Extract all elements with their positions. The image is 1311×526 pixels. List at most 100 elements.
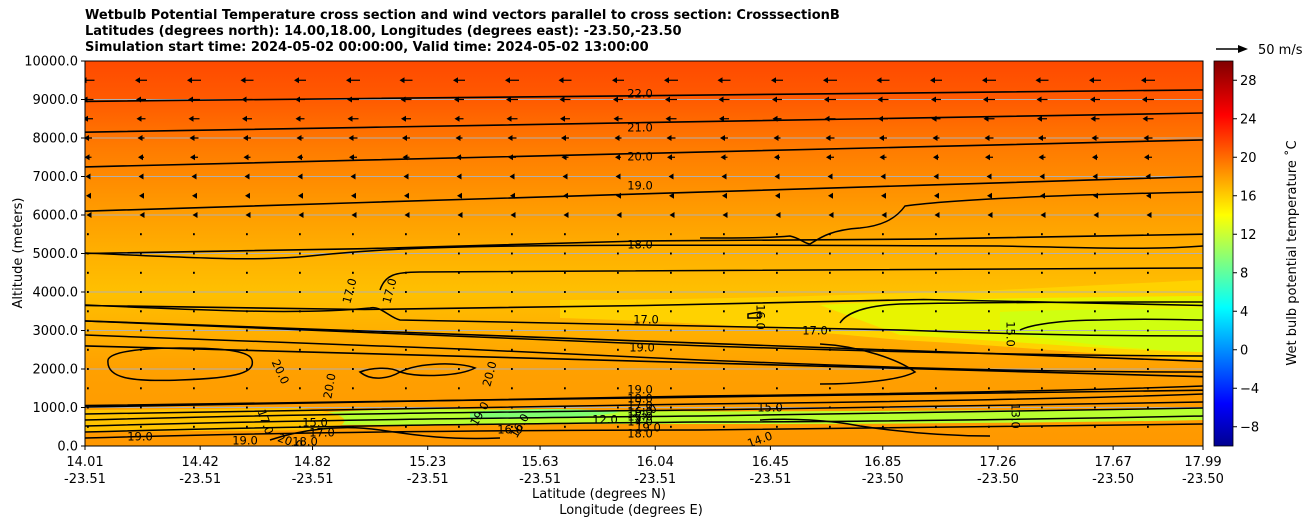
wind-vector (511, 406, 513, 409)
wind-vector (352, 310, 354, 313)
wind-vector (458, 310, 460, 313)
x-tick-label-lon: -23.50 (977, 472, 1019, 487)
wind-vector-head (877, 96, 883, 103)
wind-vector-head (456, 154, 461, 161)
wind-vector (776, 271, 778, 274)
wind-vector-head (138, 154, 143, 161)
wind-vector-head (505, 77, 510, 84)
contour-line (85, 345, 1203, 378)
wind-vector (617, 271, 619, 274)
wind-vector (246, 387, 248, 390)
wind-vector-head (824, 96, 829, 103)
wind-vector (405, 368, 407, 370)
wind-vector (458, 406, 460, 409)
wind-vector-head (506, 96, 511, 103)
wind-vector-head (192, 212, 198, 218)
wind-vector (829, 368, 831, 370)
wind-vector (299, 387, 301, 390)
contour-label: 19.0 (127, 430, 153, 444)
contour-line (85, 304, 1203, 337)
x-tick-label-lon: -23.50 (862, 472, 904, 487)
y-tick-label: 7000.0 (33, 170, 79, 185)
wind-vector-head (1089, 77, 1094, 84)
wind-vector (405, 425, 407, 428)
wind-vector (352, 291, 354, 293)
wind-vector (352, 233, 354, 236)
wind-vector-head (508, 154, 513, 161)
wind-vector (723, 348, 725, 351)
wind-vector-head (562, 173, 568, 180)
wind-vector-head (136, 96, 141, 103)
wind-vector (511, 425, 513, 428)
wind-vector (935, 348, 937, 351)
wind-vector-head (1036, 96, 1042, 103)
wind-vector (1094, 252, 1096, 255)
contour-label: 15.0 (757, 401, 783, 415)
x-tick-label-lat: 14.82 (294, 455, 331, 470)
wind-vector (988, 368, 990, 370)
chart-title-line-2: Latitudes (degrees north): 14.00,18.00, … (85, 24, 682, 39)
wind-vector-head (718, 96, 724, 103)
y-tick-label: 4000.0 (33, 286, 79, 301)
y-axis-label: Altitude (meters) (11, 198, 26, 309)
wind-vector (564, 348, 566, 351)
colorbar-label: Wet bulb potential temperature ˚C (1284, 140, 1300, 365)
contour-label: 18.0 (292, 435, 318, 449)
wind-vector-head (881, 212, 887, 218)
wind-vector (405, 406, 407, 409)
wind-vector (1094, 310, 1096, 313)
wind-vector-head (563, 192, 568, 199)
chart-title-line-1: Wetbulb Potential Temperature cross sect… (85, 8, 840, 23)
wind-vector-head (666, 135, 672, 141)
wind-vector (140, 387, 142, 390)
wind-vector (670, 291, 672, 293)
wind-vector (140, 348, 142, 351)
wind-vector (564, 252, 566, 255)
wind-vector-head (720, 154, 726, 161)
wind-vector-head (139, 212, 145, 218)
wind-vector (1041, 252, 1043, 255)
wind-vector-head (188, 115, 194, 122)
colorbar-tick-label: 28 (1240, 74, 1257, 89)
wind-vector (776, 348, 778, 351)
wind-vector (776, 233, 778, 236)
wind-vector-head (933, 154, 938, 161)
wind-vector-head (191, 173, 197, 180)
wind-vector (988, 387, 990, 390)
wind-vector (882, 368, 884, 370)
wind-vector-head (932, 135, 938, 141)
wind-vector-head (931, 115, 937, 122)
wind-vector-head (612, 77, 617, 84)
contour-line (85, 233, 1203, 255)
wind-vector-head (774, 154, 779, 161)
wind-vector-head (399, 77, 405, 84)
wind-vector (882, 348, 884, 351)
wind-vector (617, 329, 619, 332)
wind-vector (564, 368, 566, 370)
wind-vector (1094, 271, 1096, 274)
wind-vector (193, 233, 195, 236)
wind-vector (1041, 348, 1043, 351)
wind-vector (140, 271, 142, 274)
wind-vector-head (665, 115, 671, 122)
wind-vector-head (402, 154, 408, 161)
y-tick-label: 0.0 (57, 440, 78, 455)
contour-line (747, 311, 761, 319)
wind-vector (988, 271, 990, 274)
wind-vector (564, 271, 566, 274)
wind-vector (299, 406, 301, 409)
contour-label: 17.0 (339, 277, 359, 305)
wind-vector-head (454, 96, 459, 103)
wind-vector (935, 233, 937, 236)
colorbar-tick-label: 16 (1240, 189, 1257, 204)
contour-label: 18.0 (627, 238, 653, 252)
wind-vector-head (722, 212, 728, 218)
colorbar-tick-label: 12 (1240, 228, 1257, 243)
wind-vector-head (1142, 96, 1147, 103)
contour-label: 17.0 (379, 277, 399, 305)
wind-vector-head (187, 77, 192, 84)
wind-vector-head (934, 192, 939, 199)
wind-vector-head (825, 135, 831, 141)
wind-vector-head (613, 96, 618, 103)
wind-vector-head (1141, 77, 1146, 84)
